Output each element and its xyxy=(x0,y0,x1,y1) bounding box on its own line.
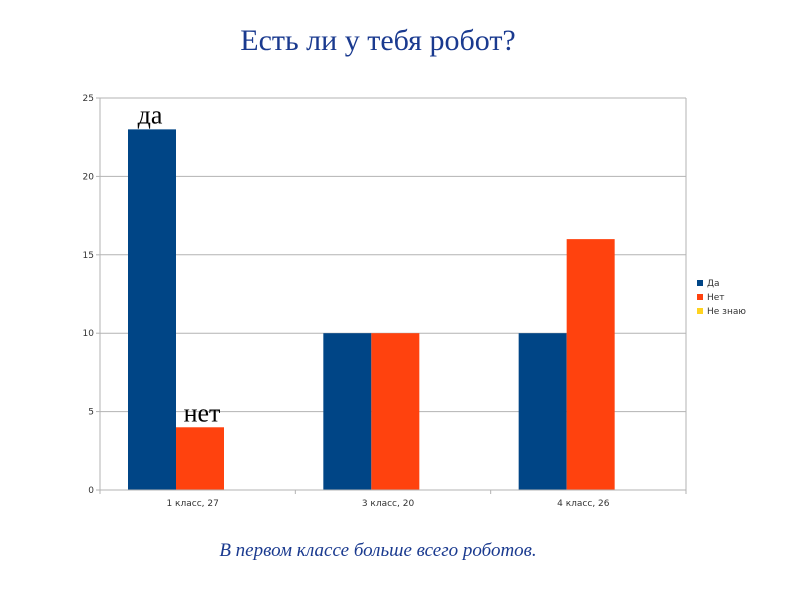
x-tick-label-0: 1 класс, 27 xyxy=(166,499,218,509)
bar-s0-c2 xyxy=(518,333,567,490)
annotations: да нет xyxy=(138,100,221,427)
annotation-1: нет xyxy=(184,398,221,427)
slide-title: Есть ли у тебя робот? xyxy=(240,24,516,57)
x-tick-label-2: 4 класс, 26 xyxy=(557,499,610,509)
y-tick-label-5: 25 xyxy=(83,94,94,104)
y-tick-label-3: 15 xyxy=(83,251,94,261)
bar-s1-c0 xyxy=(176,427,224,490)
bar-s0-c1 xyxy=(323,333,372,490)
legend-label-2: Не знаю xyxy=(707,307,746,317)
slide-caption: В первом классе больше всего роботов. xyxy=(219,540,537,561)
y-tick-label-4: 20 xyxy=(83,172,95,182)
x-tick-label-1: 3 класс, 20 xyxy=(362,499,415,509)
legend-swatch-2 xyxy=(697,308,703,314)
bar-s1-c1 xyxy=(371,333,420,490)
annotation-0: да xyxy=(138,100,163,129)
bar-s0-c0 xyxy=(128,129,176,491)
axes xyxy=(96,97,687,494)
legend-label-1: Нет xyxy=(707,293,725,303)
legend-swatch-1 xyxy=(697,294,703,300)
y-tick-label-1: 5 xyxy=(88,408,94,418)
legend-label-0: Да xyxy=(707,279,720,289)
legend: Да Нет Не знаю xyxy=(697,279,746,317)
y-tick-label-2: 10 xyxy=(83,329,95,339)
legend-swatch-0 xyxy=(697,280,703,286)
bars xyxy=(128,129,615,491)
tick-labels: 0 5 10 15 20 25 1 класс, 27 3 класс, 20 4 класс,… xyxy=(83,94,610,509)
y-tick-label-0: 0 xyxy=(88,486,94,496)
bar-s1-c2 xyxy=(566,239,615,490)
